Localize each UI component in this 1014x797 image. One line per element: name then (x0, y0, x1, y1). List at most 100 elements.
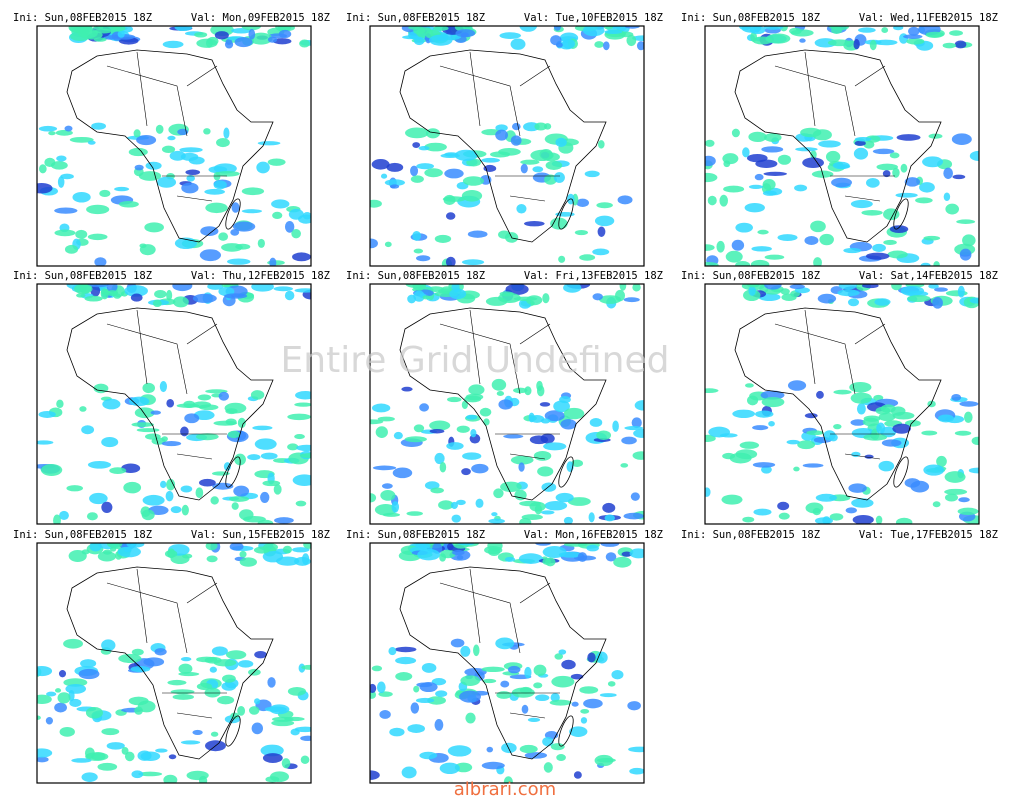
rain-blob (891, 284, 902, 291)
rain-blob (410, 165, 419, 177)
rain-blob (850, 419, 866, 426)
rain-blob (275, 556, 300, 566)
rain-blob (471, 463, 489, 474)
init-time: Ini: Sun,08FEB2015 18Z (681, 12, 820, 24)
rain-blob (450, 638, 465, 648)
rain-blob (129, 396, 150, 407)
rain-blob (540, 418, 551, 424)
map (37, 543, 311, 783)
rain-blob (154, 289, 167, 299)
rain-blob (544, 410, 565, 422)
rain-blob (827, 39, 851, 47)
rain-blob (131, 770, 144, 779)
rain-blob (532, 166, 544, 173)
rain-blob (260, 744, 284, 757)
rain-blob (299, 452, 311, 459)
rain-blob (391, 501, 400, 513)
rain-blob (742, 516, 755, 523)
rain-blob (592, 248, 610, 256)
rain-blob (371, 665, 383, 672)
rain-blob (243, 515, 266, 523)
rain-blob (233, 485, 250, 497)
rain-blob (194, 31, 208, 38)
rain-blob (65, 683, 87, 694)
rain-blob (91, 122, 107, 130)
rain-blob (170, 506, 182, 514)
panel: Ini: Sun,08FEB2015 18Z Val: Mon,16FEB2015… (346, 529, 663, 784)
rain-blob (210, 496, 219, 505)
rain-blob (849, 382, 872, 393)
rain-blob (64, 244, 79, 254)
rain-blob (423, 543, 431, 549)
rain-blob (819, 233, 834, 246)
rain-blob (100, 288, 109, 300)
rain-blob (439, 762, 460, 775)
rain-blob (186, 174, 195, 182)
rain-blob (137, 700, 156, 713)
rain-blob (604, 514, 615, 522)
rain-blob (40, 464, 63, 476)
rain-blob (241, 187, 265, 196)
rain-blob (923, 235, 941, 241)
rain-blob (562, 38, 576, 49)
rain-blob (964, 411, 973, 423)
rain-blob (951, 133, 972, 145)
rain-blob (845, 507, 858, 514)
rain-blob (291, 228, 301, 239)
rain-blob (196, 656, 218, 663)
rain-blob (217, 695, 235, 705)
rain-blob (281, 758, 291, 769)
rain-blob (271, 199, 290, 209)
rain-blob (874, 39, 898, 46)
rain-blob (550, 743, 565, 751)
rain-blob (76, 293, 86, 298)
rain-blob (544, 174, 557, 185)
rain-blob (269, 257, 277, 266)
rain-blob (37, 756, 49, 763)
rain-blob (262, 480, 281, 487)
rain-blob (748, 131, 767, 143)
rain-blob (58, 670, 67, 678)
rain-blob (413, 424, 425, 433)
rain-blob (934, 287, 948, 292)
map-frame (369, 25, 645, 267)
rain-blob (707, 195, 717, 206)
rain-blob (131, 422, 154, 427)
rain-blob (558, 255, 566, 263)
rain-blob (744, 203, 765, 213)
rain-blob (470, 428, 477, 438)
rain-blob (123, 481, 142, 494)
rain-blob (79, 406, 87, 412)
rain-blob (295, 391, 311, 400)
rain-blob (85, 706, 103, 719)
rain-blob (511, 687, 535, 698)
rain-blob (392, 467, 413, 479)
rain-blob (495, 124, 508, 132)
rain-blob (299, 39, 310, 48)
rain-blob (632, 451, 644, 460)
rain-blob (705, 388, 719, 394)
valid-time: Val: Wed,11FEB2015 18Z (859, 12, 998, 24)
rain-blob (558, 649, 567, 655)
rain-blob (847, 298, 860, 307)
rain-blob (579, 686, 599, 694)
rain-blob (272, 211, 283, 220)
rain-blob (284, 220, 295, 233)
rain-blob (421, 662, 437, 673)
rain-blob (69, 136, 94, 143)
rain-blob (252, 425, 273, 431)
rain-blob (165, 490, 174, 502)
rain-blob (793, 466, 800, 472)
map-bg (37, 26, 311, 266)
rain-blob (900, 285, 925, 297)
rain-blob (172, 296, 189, 308)
borders (106, 51, 227, 202)
rain-blob (37, 440, 54, 445)
rain-blob (705, 139, 715, 147)
rain-blob (957, 507, 979, 516)
rain-blob (815, 493, 837, 502)
rain-blob (260, 491, 270, 503)
rain-blob (539, 402, 551, 407)
rain-blob (237, 660, 254, 668)
valid-time: Val: Mon,09FEB2015 18Z (191, 12, 330, 24)
